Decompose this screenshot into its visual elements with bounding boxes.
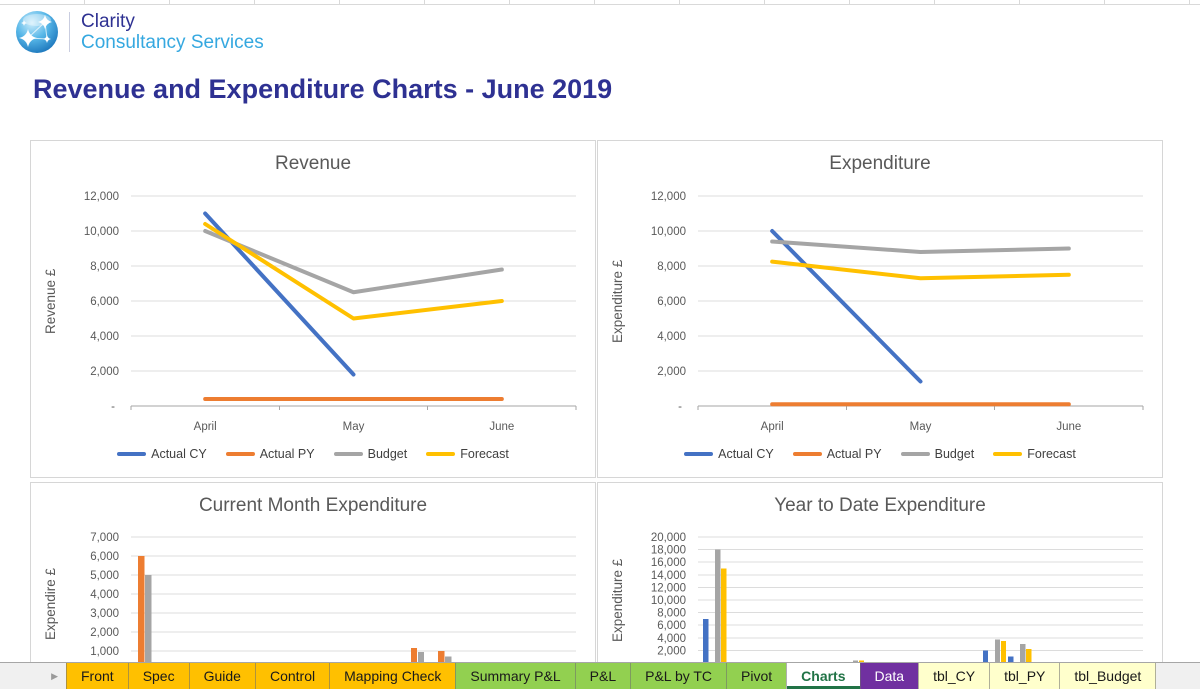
svg-text:16,000: 16,000 [651, 557, 686, 569]
globe-logo-icon [16, 11, 58, 53]
legend-swatch [426, 452, 456, 456]
svg-text:April: April [194, 421, 217, 433]
sheet-tab-data[interactable]: Data [859, 663, 919, 689]
sheet-tab-pivot[interactable]: Pivot [726, 663, 787, 689]
svg-text:4,000: 4,000 [90, 331, 119, 343]
plot-area: 7,000 6,000 5,000 4,000 3,000 2,000 1,000 [90, 532, 576, 671]
svg-text:-: - [111, 401, 115, 413]
svg-text:14,000: 14,000 [651, 570, 686, 582]
svg-text:18,000: 18,000 [651, 545, 686, 557]
svg-text:2,000: 2,000 [657, 645, 686, 657]
svg-text:2,000: 2,000 [90, 366, 119, 378]
plot-area: 12,000 10,000 8,000 6,000 4,000 2,000 - April Ma… [84, 191, 577, 433]
svg-text:3,000: 3,000 [90, 608, 119, 620]
svg-text:10,000: 10,000 [84, 226, 119, 238]
svg-text:20,000: 20,000 [651, 532, 686, 544]
sheet-tab-tbl-budget[interactable]: tbl_Budget [1059, 663, 1157, 689]
svg-text:June: June [489, 421, 514, 433]
legend-swatch [117, 452, 147, 456]
sheet-tab-guide[interactable]: Guide [188, 663, 255, 689]
svg-text:8,000: 8,000 [657, 261, 686, 273]
svg-text:6,000: 6,000 [90, 296, 119, 308]
svg-text:4,000: 4,000 [90, 589, 119, 601]
legend-swatch [792, 452, 822, 456]
legend-item-forecast: Forecast [993, 447, 1076, 461]
svg-text:8,000: 8,000 [90, 261, 119, 273]
expenditure-chart[interactable]: Expenditure Expenditure £ 12,000 10,000 8,… [597, 140, 1163, 478]
top-gridline-strip [0, 0, 1200, 5]
svg-text:12,000: 12,000 [651, 191, 686, 203]
svg-text:May: May [910, 421, 932, 433]
sheet-tab-front[interactable]: Front [66, 663, 128, 689]
company-logo: Clarity Consultancy Services [14, 9, 264, 55]
svg-text:1,000: 1,000 [90, 646, 119, 658]
svg-text:6,000: 6,000 [657, 620, 686, 632]
svg-text:4,000: 4,000 [657, 633, 686, 645]
legend-item-actual-cy: Actual CY [117, 447, 207, 461]
svg-text:10,000: 10,000 [651, 226, 686, 238]
sheet-tab-tbl-py[interactable]: tbl_PY [989, 663, 1060, 689]
svg-text:8,000: 8,000 [657, 608, 686, 620]
chart-title: Current Month Expenditure [198, 495, 428, 516]
svg-text:12,000: 12,000 [84, 191, 119, 203]
sheet-tab-bar: ▶ Front Spec Guide Control Mapping Check Summ… [0, 662, 1200, 689]
sheet-nav-arrow[interactable]: ▶ [51, 670, 58, 681]
svg-text:5,000: 5,000 [90, 570, 119, 582]
sheet-tab-mapping-check[interactable]: Mapping Check [329, 663, 456, 689]
brand-tagline: Consultancy Services [81, 32, 264, 53]
sheet-tab-control[interactable]: Control [254, 663, 330, 689]
svg-text:April: April [761, 421, 784, 433]
legend-item-actual-cy: Actual CY [684, 447, 774, 461]
legend-swatch [993, 452, 1023, 456]
svg-text:7,000: 7,000 [90, 532, 119, 544]
svg-text:June: June [1056, 421, 1081, 433]
legend-item-actual-py: Actual PY [792, 447, 882, 461]
sheet-tab-p-l-by-tc[interactable]: P&L by TC [630, 663, 727, 689]
current-month-expenditure-chart[interactable]: Current Month Expenditure Expendire £ 7,… [30, 482, 596, 689]
svg-text:6,000: 6,000 [90, 551, 119, 563]
svg-text:May: May [343, 421, 365, 433]
chart-legend: Actual CY Actual PY Budget Forecast [598, 447, 1162, 461]
svg-text:2,000: 2,000 [657, 366, 686, 378]
sheet-tab-tbl-cy[interactable]: tbl_CY [918, 663, 990, 689]
svg-text:-: - [678, 401, 682, 413]
ytd-expenditure-chart[interactable]: Year to Date Expenditure Expenditure £ 2… [597, 482, 1163, 689]
legend-swatch [900, 452, 930, 456]
svg-text:10,000: 10,000 [651, 595, 686, 607]
chart-legend: Actual CY Actual PY Budget Forecast [31, 447, 595, 461]
legend-item-actual-py: Actual PY [225, 447, 315, 461]
brand-name: Clarity [81, 10, 135, 32]
chart-title: Expenditure [829, 153, 931, 174]
svg-text:2,000: 2,000 [90, 627, 119, 639]
sheet-tab-p-l[interactable]: P&L [574, 663, 631, 689]
legend-swatch [333, 452, 363, 456]
legend-item-budget: Budget [333, 447, 407, 461]
svg-text:12,000: 12,000 [651, 582, 686, 594]
page-title: Revenue and Expenditure Charts - June 20… [33, 74, 613, 104]
legend-item-budget: Budget [900, 447, 974, 461]
sheet-tabs: Front Spec Guide Control Mapping Check Summar… [66, 663, 1157, 689]
legend-item-forecast: Forecast [426, 447, 509, 461]
sheet-tab-summary-p-l[interactable]: Summary P&L [455, 663, 575, 689]
revenue-chart[interactable]: Revenue Revenue £ 12,000 10,000 8,000 6,000… [30, 140, 596, 478]
legend-swatch [225, 452, 255, 456]
sheet-tab-spec[interactable]: Spec [127, 663, 189, 689]
plot-area: 20,00018,00016,00014,00012,00010,0008,00… [651, 532, 1143, 664]
chart-title: Revenue [274, 153, 352, 174]
logo-divider [69, 12, 70, 52]
svg-text:6,000: 6,000 [657, 296, 686, 308]
legend-swatch [684, 452, 714, 456]
svg-text:4,000: 4,000 [657, 331, 686, 343]
chart-title: Year to Date Expenditure [774, 495, 986, 516]
sheet-tab-charts[interactable]: Charts [786, 663, 860, 689]
plot-area: 12,000 10,000 8,000 6,000 4,000 2,000 - April Ma… [651, 191, 1144, 433]
